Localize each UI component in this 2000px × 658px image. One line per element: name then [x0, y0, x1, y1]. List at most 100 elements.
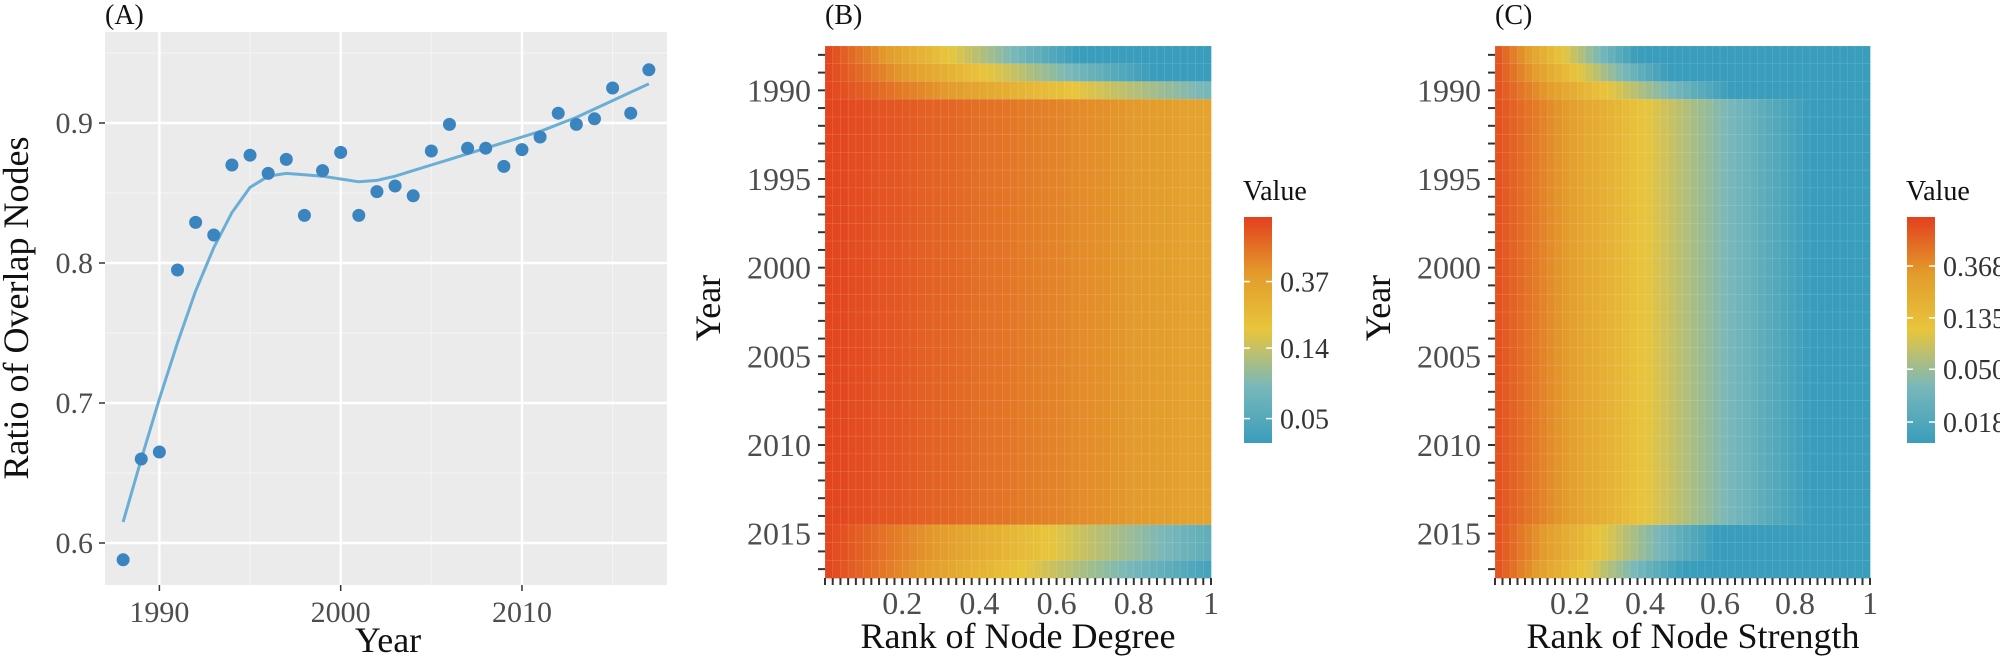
heatmap-cell: [971, 276, 981, 295]
heatmap-cell: [1517, 98, 1526, 118]
heatmap-cell: [1704, 506, 1714, 526]
heatmap-cell: [1509, 81, 1519, 100]
heatmap-cell: [1202, 453, 1212, 473]
heatmap-cell: [1667, 81, 1676, 100]
heatmap-cell: [1009, 435, 1019, 455]
heatmap-cell: [1787, 134, 1796, 154]
heatmap-cell: [863, 63, 873, 83]
heatmap-cell: [1697, 98, 1706, 118]
heatmap-cell: [1064, 524, 1073, 544]
heatmap-cell: [1125, 471, 1135, 491]
heatmap-cell: [1697, 382, 1706, 402]
heatmap-cell: [1727, 223, 1736, 242]
heatmap-cell: [1094, 152, 1104, 171]
heatmap-cell: [955, 169, 965, 189]
heatmap-cell: [1614, 559, 1624, 579]
heatmap-cell: [1817, 258, 1826, 278]
heatmap-cell: [1071, 329, 1081, 349]
heatmap-cell: [1509, 347, 1519, 366]
heatmap-cell: [1817, 152, 1826, 171]
heatmap-cell: [1187, 311, 1197, 331]
heatmap-cell: [1629, 223, 1639, 242]
heatmap-cell: [917, 542, 927, 561]
heatmap-cell: [1172, 347, 1181, 366]
heatmap-cell: [1577, 240, 1586, 260]
heatmap-cell: [1644, 347, 1654, 366]
heatmap-cell: [1862, 81, 1871, 100]
heatmap-cell: [1802, 98, 1811, 118]
heatmap-cell: [1652, 329, 1661, 349]
heatmap-cell: [1071, 364, 1081, 384]
heatmap-cell: [1179, 276, 1189, 295]
heatmap-cell: [1682, 293, 1691, 313]
heatmap-cell: [1742, 453, 1751, 473]
heatmap-cell: [1539, 524, 1549, 544]
heatmap-cell: [1087, 542, 1096, 561]
heatmap-cell: [1141, 329, 1150, 349]
heatmap-cell: [1824, 329, 1834, 349]
heatmap-cell: [1824, 81, 1834, 100]
heatmap-cell: [1704, 471, 1714, 491]
heatmap-cell: [1749, 329, 1759, 349]
heatmap-cell: [1002, 435, 1011, 455]
heatmap-cell: [1002, 205, 1011, 225]
heatmap-cell: [894, 152, 903, 171]
heatmap-cell: [1133, 293, 1143, 313]
heatmap-cell: [1125, 63, 1135, 83]
heatmap-cell: [1824, 418, 1834, 437]
heatmap-cell: [1704, 400, 1714, 420]
heatmap-cell: [1071, 63, 1081, 83]
heatmap-cell: [1009, 240, 1019, 260]
panel-a-data-point: [606, 81, 620, 95]
heatmap-cell: [1629, 524, 1639, 544]
heatmap-cell: [1172, 471, 1181, 491]
heatmap-cell: [1156, 169, 1166, 189]
heatmap-cell: [863, 435, 873, 455]
heatmap-cell: [909, 81, 919, 100]
heatmap-x-tick-label: 1: [1203, 585, 1219, 621]
heatmap-cell: [932, 293, 942, 313]
heatmap-cell: [1017, 559, 1027, 579]
heatmap-cell: [1824, 471, 1834, 491]
panel-a-y-ticks: 0.60.70.80.9: [56, 107, 105, 560]
heatmap-cell: [1802, 258, 1811, 278]
heatmap-cell: [1862, 152, 1871, 171]
heatmap-cell: [1125, 311, 1135, 331]
heatmap-cell: [986, 524, 996, 544]
heatmap-cell: [1524, 134, 1534, 154]
heatmap-cell: [1056, 293, 1066, 313]
heatmap-cell: [1644, 63, 1654, 83]
heatmap-cell: [878, 542, 888, 561]
heatmap-cell: [1614, 435, 1624, 455]
heatmap-cell: [1056, 98, 1066, 118]
heatmap-cell: [1637, 63, 1646, 83]
heatmap-cell: [955, 240, 965, 260]
heatmap-cell: [1712, 524, 1721, 544]
heatmap-cell: [1141, 489, 1150, 508]
heatmap-cell: [1025, 489, 1035, 508]
heatmap-cell: [925, 116, 934, 136]
heatmap-cell: [1854, 134, 1864, 154]
heatmap-cell: [1148, 364, 1158, 384]
heatmap-cell: [1079, 276, 1089, 295]
heatmap-cell: [963, 223, 973, 242]
heatmap-cell: [1494, 329, 1504, 349]
heatmap-cell: [1524, 524, 1534, 544]
heatmap-cell: [1195, 329, 1204, 349]
heatmap-cell: [1025, 364, 1035, 384]
heatmap-cell: [940, 382, 950, 402]
heatmap-cell: [1659, 489, 1669, 508]
heatmap-cell: [1539, 329, 1549, 349]
heatmap-cell: [1094, 240, 1104, 260]
heatmap-cell: [1697, 329, 1706, 349]
heatmap-cell: [894, 258, 903, 278]
heatmap-cell: [1682, 329, 1691, 349]
heatmap-cell: [1757, 471, 1766, 491]
heatmap-cell: [1787, 276, 1796, 295]
heatmap-cell: [1779, 81, 1789, 100]
heatmap-cell: [1584, 81, 1594, 100]
heatmap-cell: [1682, 134, 1691, 154]
heatmap-cell: [1862, 471, 1871, 491]
heatmap-cell: [1025, 453, 1035, 473]
heatmap-cell: [1794, 382, 1804, 402]
